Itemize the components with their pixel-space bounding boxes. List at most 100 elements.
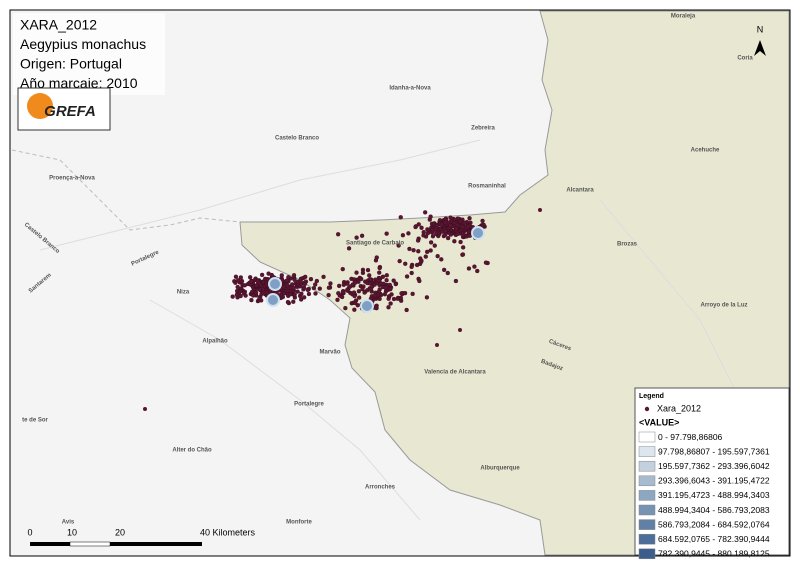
place-label: Idanha-a-Nova xyxy=(389,86,431,92)
track-point xyxy=(353,280,358,285)
track-point xyxy=(428,248,433,253)
track-point xyxy=(292,292,297,297)
track-point xyxy=(428,214,433,219)
track-point xyxy=(313,291,318,296)
density-spot xyxy=(471,226,485,240)
legend-symbol xyxy=(644,406,650,412)
track-point xyxy=(288,292,293,297)
track-point xyxy=(235,278,241,283)
track-point xyxy=(281,291,287,296)
track-point xyxy=(239,279,245,284)
place-label: Santiago de Carbajo xyxy=(346,241,404,247)
legend-label: 782.390,9445 - 880.189,8125 xyxy=(658,549,770,559)
track-point xyxy=(291,299,296,304)
track-point xyxy=(398,215,403,220)
track-point xyxy=(340,289,346,295)
info-line: Aegypius monachus xyxy=(20,36,146,52)
track-point xyxy=(404,307,409,313)
legend-swatch xyxy=(638,548,656,560)
road xyxy=(599,199,741,401)
track-point xyxy=(432,243,437,248)
place-label: Alter do Chão xyxy=(172,448,212,454)
legend-label: 488.994,3404 - 586.793,2083 xyxy=(658,505,770,515)
track-point xyxy=(360,286,365,292)
track-point xyxy=(424,295,430,300)
place-label: Niza xyxy=(177,290,190,296)
place-label: Alpalhão xyxy=(202,339,228,345)
track-point xyxy=(458,239,463,245)
track-point xyxy=(406,231,411,236)
track-point xyxy=(380,274,386,279)
track-point xyxy=(303,274,308,280)
info-text: XARA_2012 Aegypius monachus Origen: Portug… xyxy=(20,17,146,92)
legend-swatch xyxy=(638,504,656,516)
place-label: Arronches xyxy=(365,485,396,491)
track-point xyxy=(445,270,450,276)
track-point xyxy=(377,270,382,275)
track-point xyxy=(368,277,373,282)
track-point xyxy=(313,282,318,287)
legend-classes: 0 - 97.798,86806 97.798,86807 - 195.597,7… xyxy=(638,431,770,560)
track-point xyxy=(335,297,340,303)
track-point xyxy=(372,293,377,298)
track-point xyxy=(255,278,260,284)
track-point xyxy=(434,231,439,236)
track-point xyxy=(421,233,426,238)
track-point xyxy=(439,222,444,227)
track-point xyxy=(299,291,304,296)
track-point xyxy=(453,278,459,284)
place-label: Arroyo de la Luz xyxy=(700,303,747,309)
legend-swatch xyxy=(638,519,656,530)
track-point xyxy=(233,280,238,285)
place-label: Marvão xyxy=(319,350,340,356)
track-point xyxy=(243,293,248,298)
track-point xyxy=(386,296,391,301)
track-point xyxy=(452,220,457,226)
track-point xyxy=(373,305,379,310)
place-label: Valencia de Alcantara xyxy=(424,370,486,376)
place-label: Monforte xyxy=(286,520,312,526)
track-point xyxy=(418,256,423,261)
track-point xyxy=(475,268,480,274)
track-point xyxy=(460,224,465,230)
track-point xyxy=(460,252,466,257)
track-point xyxy=(360,270,366,276)
north-label: N xyxy=(757,24,764,34)
track-point xyxy=(308,276,314,282)
track-point xyxy=(417,278,422,284)
legend-swatch xyxy=(638,446,656,457)
track-point xyxy=(357,295,362,300)
track-point xyxy=(538,208,542,212)
track-point xyxy=(257,296,262,301)
track-point xyxy=(261,290,266,295)
info-box xyxy=(13,13,165,95)
track-point xyxy=(481,222,486,228)
track-point xyxy=(378,281,383,286)
track-point xyxy=(465,224,471,229)
track-point xyxy=(354,270,359,275)
logo-text: GREFA xyxy=(44,103,96,120)
legend-swatch xyxy=(638,460,656,472)
district-boundary xyxy=(11,149,241,231)
track-point xyxy=(391,296,397,302)
track-point xyxy=(305,287,311,293)
track-point xyxy=(466,266,472,271)
track-point xyxy=(400,233,406,238)
track-point xyxy=(302,295,307,300)
track-point xyxy=(455,231,460,237)
road xyxy=(149,299,421,521)
place-label: Castelo Branco xyxy=(275,136,319,142)
track-point xyxy=(345,287,350,293)
track-point xyxy=(233,274,239,279)
track-point xyxy=(373,258,379,263)
track-point xyxy=(382,292,388,297)
track-point xyxy=(314,278,319,284)
place-label: Acehuche xyxy=(691,148,720,154)
track-point xyxy=(416,249,421,254)
track-point xyxy=(416,222,421,227)
scale-segment xyxy=(69,541,111,547)
track-point xyxy=(335,232,341,237)
roads xyxy=(39,139,741,521)
track-point xyxy=(251,293,256,298)
